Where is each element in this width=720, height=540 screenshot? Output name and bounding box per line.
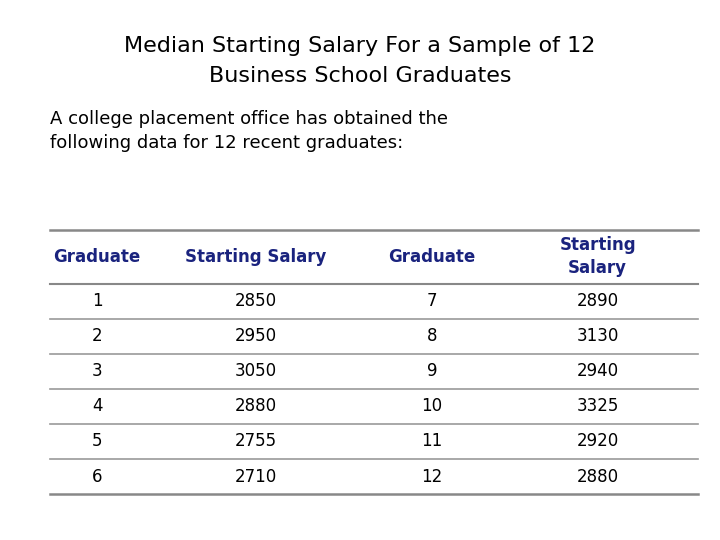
Text: Starting Salary: Starting Salary [185, 247, 326, 266]
Text: Starting
Salary: Starting Salary [559, 237, 636, 276]
Text: 2755: 2755 [235, 433, 276, 450]
Text: following data for 12 recent graduates:: following data for 12 recent graduates: [50, 134, 404, 152]
Text: 3325: 3325 [577, 397, 618, 415]
Text: 2950: 2950 [235, 327, 276, 345]
Text: 7: 7 [427, 292, 437, 310]
Text: 3130: 3130 [577, 327, 618, 345]
Text: 2880: 2880 [577, 468, 618, 485]
Text: A college placement office has obtained the: A college placement office has obtained … [50, 110, 449, 128]
Text: 2880: 2880 [235, 397, 276, 415]
Text: 1: 1 [92, 292, 102, 310]
Text: 5: 5 [92, 433, 102, 450]
Text: 6: 6 [92, 468, 102, 485]
Text: Graduate: Graduate [53, 247, 141, 266]
Text: 3: 3 [92, 362, 102, 380]
Text: 11: 11 [421, 433, 443, 450]
Text: 3050: 3050 [235, 362, 276, 380]
Text: 9: 9 [427, 362, 437, 380]
Text: Median Starting Salary For a Sample of 12: Median Starting Salary For a Sample of 1… [125, 36, 595, 56]
Text: Graduate: Graduate [388, 247, 476, 266]
Text: 2920: 2920 [577, 433, 618, 450]
Text: 2940: 2940 [577, 362, 618, 380]
Text: 10: 10 [421, 397, 443, 415]
Text: 2890: 2890 [577, 292, 618, 310]
Text: Business School Graduates: Business School Graduates [209, 65, 511, 86]
Text: 4: 4 [92, 397, 102, 415]
Text: 2850: 2850 [235, 292, 276, 310]
Text: 8: 8 [427, 327, 437, 345]
Text: 2: 2 [92, 327, 102, 345]
Text: 12: 12 [421, 468, 443, 485]
Text: 2710: 2710 [235, 468, 276, 485]
